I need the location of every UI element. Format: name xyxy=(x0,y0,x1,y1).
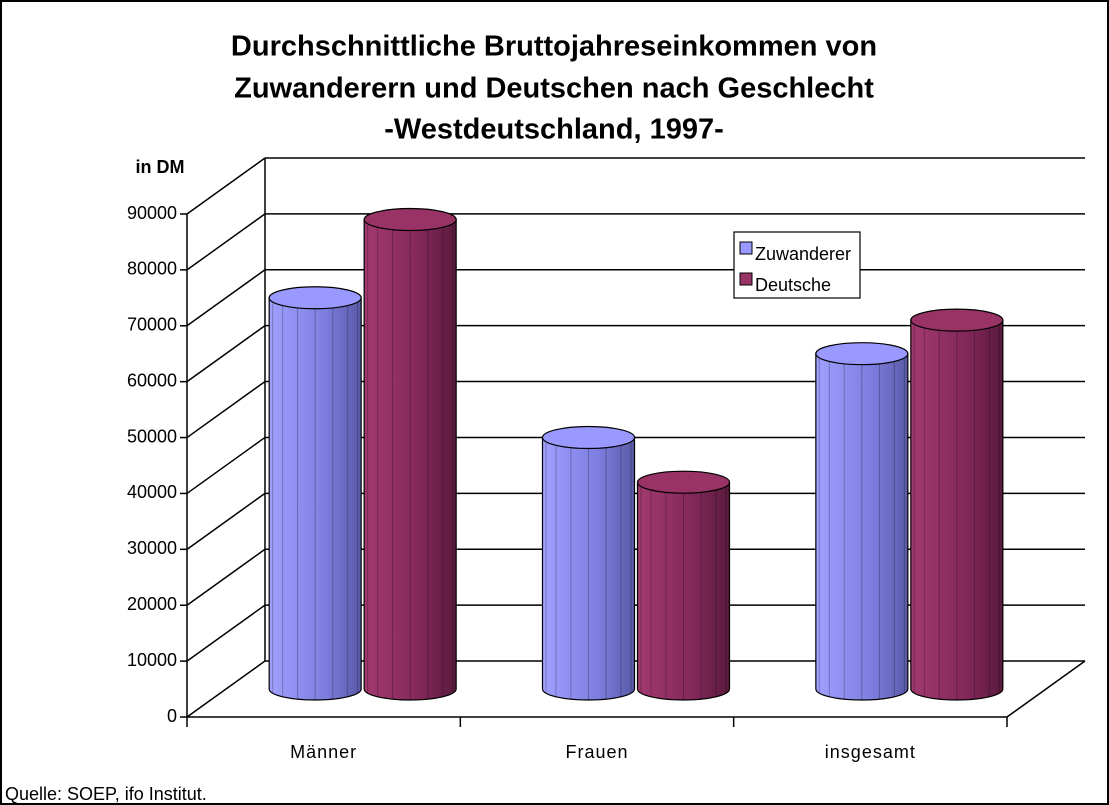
y-tick-label: 0 xyxy=(167,706,177,726)
cylinder xyxy=(268,286,362,701)
cylinder-top xyxy=(910,308,1004,332)
legend-label: Deutsche xyxy=(755,275,831,295)
y-tick-label: 20000 xyxy=(127,594,177,614)
grid-line xyxy=(186,548,266,606)
cylinder-body xyxy=(636,481,731,701)
source: Quelle: SOEP, ifo Institut. xyxy=(5,784,207,804)
floor-right xyxy=(1006,660,1086,718)
chart-title: Zuwanderern und Deutschen nach Geschlech… xyxy=(234,73,874,105)
grid-line xyxy=(186,604,266,662)
y-tick-label: 40000 xyxy=(127,482,177,502)
cylinder-body xyxy=(815,353,909,701)
grid-line xyxy=(186,269,266,327)
legend-label: Zuwanderer xyxy=(755,244,851,264)
grid-line xyxy=(186,325,266,383)
grid-line xyxy=(186,436,266,495)
y-tick-label: 90000 xyxy=(127,203,177,223)
cylinder-body xyxy=(268,297,362,701)
grid-line xyxy=(186,380,266,439)
cylinder-top xyxy=(268,286,362,310)
x-tick-label: Männer xyxy=(290,742,357,762)
cylinder-top xyxy=(363,207,457,232)
cylinder-top xyxy=(636,470,731,494)
cylinder xyxy=(910,308,1004,701)
x-tick-label: Frauen xyxy=(565,742,628,762)
y-tick-label: 30000 xyxy=(127,538,177,558)
y-axis-label: in DM xyxy=(136,157,185,177)
cylinder xyxy=(363,207,457,701)
grid-line xyxy=(186,213,266,271)
y-tick-label: 10000 xyxy=(127,650,177,670)
cylinder-body xyxy=(910,319,1004,701)
x-tick-label: insgesamt xyxy=(825,742,916,762)
chart-title: Durchschnittliche Bruttojahreseinkommen … xyxy=(231,31,877,63)
legend-box xyxy=(733,231,861,299)
y-tick-label: 50000 xyxy=(127,426,177,446)
cylinder-body xyxy=(363,218,457,701)
grid-line xyxy=(186,157,266,215)
legend-swatch xyxy=(739,272,753,286)
y-tick-label: 60000 xyxy=(127,370,177,390)
grid-line xyxy=(186,492,266,550)
legend: Zuwanderer Deutsche xyxy=(733,231,861,299)
y-tick-label: 70000 xyxy=(127,315,177,335)
cylinder-top xyxy=(815,342,909,366)
cylinder-top xyxy=(541,425,636,450)
chart-title: -Westdeutschland, 1997- xyxy=(384,114,724,146)
y-tick-label: 80000 xyxy=(127,259,177,279)
cylinder-body xyxy=(541,436,636,701)
cylinder xyxy=(636,470,731,701)
grid-line xyxy=(186,660,266,718)
legend-swatch xyxy=(739,241,753,255)
cylinder xyxy=(541,425,636,701)
cylinder xyxy=(815,342,909,701)
